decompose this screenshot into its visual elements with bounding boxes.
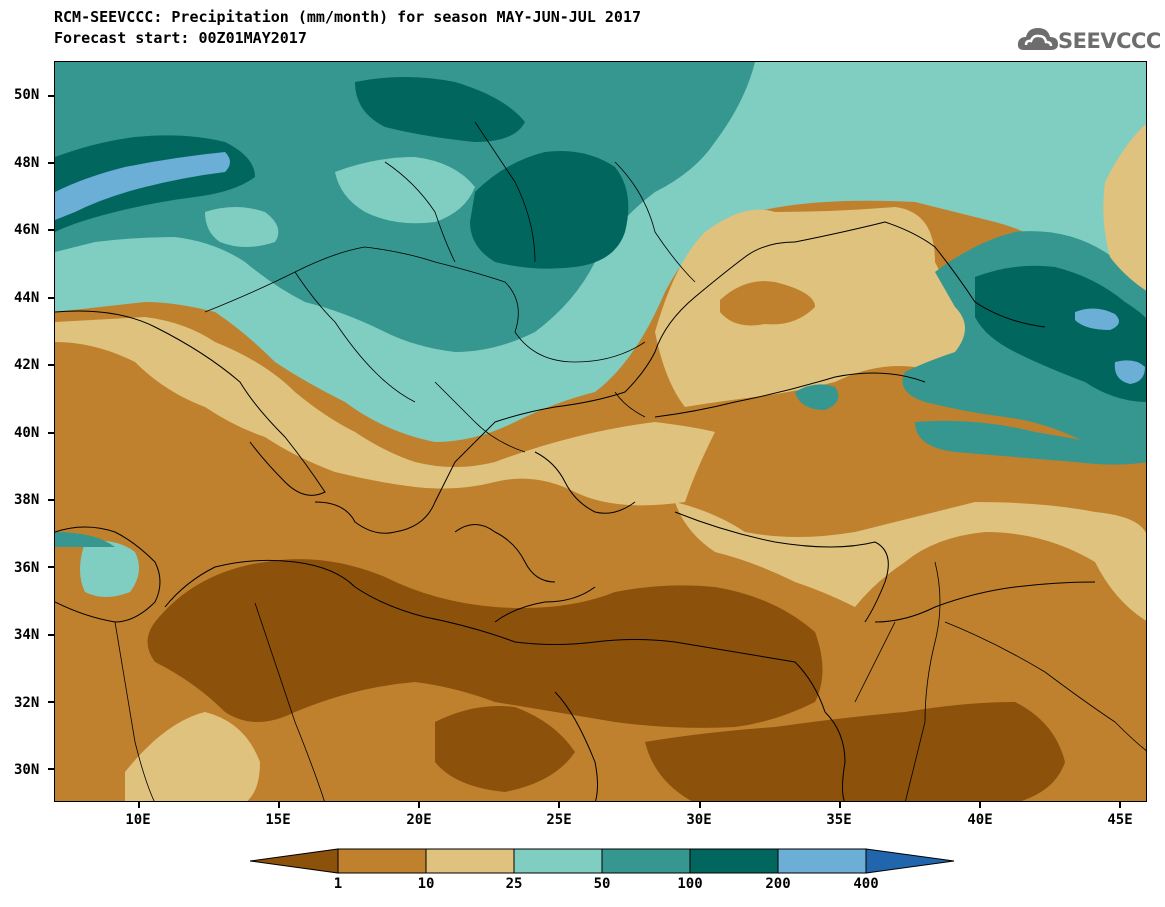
region-lt1-egypt (435, 706, 575, 792)
lat-tick (48, 701, 54, 703)
region-100-200-poland (355, 77, 525, 142)
lat-label-46n: 46N (14, 222, 40, 238)
lon-label-10e: 10E (125, 812, 151, 828)
lon-tick (418, 802, 420, 808)
lat-label-40n: 40N (14, 425, 40, 441)
lon-tick (278, 802, 280, 808)
region-25-50-alps-gap (205, 207, 279, 247)
lon-tick (699, 802, 701, 808)
precipitation-map (54, 61, 1147, 802)
lon-label-15e: 15E (265, 812, 291, 828)
colorbar-label-1: 1 (333, 876, 343, 892)
region-lt1-mediterranean (147, 559, 823, 728)
region-200-400-caucasus-b (1114, 360, 1145, 384)
lat-label-42n: 42N (14, 357, 40, 373)
colorbar-label-10: 10 (417, 876, 435, 892)
lat-tick (48, 364, 54, 366)
region-50-100-turkey (795, 384, 839, 410)
region-50-100-libya (55, 532, 115, 547)
region-200-400-caucasus-a (1075, 308, 1119, 330)
lat-tick (48, 499, 54, 501)
lat-label-32n: 32N (14, 695, 40, 711)
map-canvas (55, 62, 1146, 801)
lon-label-40e: 40E (967, 812, 993, 828)
lat-label-50n: 50N (14, 87, 40, 103)
colorbar-50-100 (601, 848, 691, 874)
lon-label-30e: 30E (686, 812, 712, 828)
lon-tick (839, 802, 841, 808)
colorbar (250, 848, 955, 874)
region-10-25-west (55, 317, 715, 506)
colorbar-25-50 (513, 848, 603, 874)
region-lt1-arabia (645, 702, 1065, 801)
lon-tick (979, 802, 981, 808)
region-1-10-blacksea-blob (720, 281, 815, 326)
colorbar-100-200 (689, 848, 779, 874)
region-10-25-ukraine-east (1103, 123, 1146, 291)
colorbar-lt1 (250, 848, 339, 874)
lat-tick (48, 229, 54, 231)
region-10-25-libya-south (125, 712, 260, 801)
region-25-50-libya (80, 540, 139, 597)
colorbar-label-25: 25 (505, 876, 523, 892)
lat-label-34n: 34N (14, 627, 40, 643)
lon-label-45e: 45E (1107, 812, 1133, 828)
chart-title: RCM-SEEVCCC: Precipitation (mm/month) fo… (54, 8, 641, 26)
region-100-200-carpathians (470, 151, 629, 269)
lat-tick (48, 566, 54, 568)
lon-label-35e: 35E (826, 812, 852, 828)
colorbar-label-50: 50 (593, 876, 611, 892)
lat-label-30n: 30N (14, 762, 40, 778)
colorbar-label-200: 200 (765, 876, 791, 892)
region-200-400-alps (55, 152, 230, 220)
region-100-200-caucasus (975, 265, 1146, 402)
lat-tick (48, 634, 54, 636)
cloud-icon (1017, 28, 1058, 50)
lat-label-36n: 36N (14, 560, 40, 576)
region-50-100-turkey-east (915, 420, 1146, 465)
country-borders (114, 121, 1146, 801)
lat-label-44n: 44N (14, 290, 40, 306)
lon-label-20e: 20E (406, 812, 432, 828)
colorbar-10-25 (425, 848, 515, 874)
region-25-50-hungary (335, 157, 475, 224)
lat-tick (48, 95, 54, 97)
seevccc-logo: SEEVCCC (1016, 20, 1161, 60)
lon-tick (558, 802, 560, 808)
lon-tick (138, 802, 140, 808)
lat-tick (48, 162, 54, 164)
lat-tick (48, 432, 54, 434)
colorbar-label-400: 400 (853, 876, 879, 892)
colorbar-200-400 (777, 848, 867, 874)
colorbar-label-100: 100 (677, 876, 703, 892)
lat-tick (48, 768, 54, 770)
region-10-25-levant (675, 502, 1146, 621)
lon-label-25e: 25E (546, 812, 572, 828)
lat-label-38n: 38N (14, 492, 40, 508)
lat-tick (48, 297, 54, 299)
forecast-start-label: Forecast start: 00Z01MAY2017 (54, 29, 307, 47)
lon-tick (1119, 802, 1121, 808)
colorbar-gt400 (865, 848, 955, 874)
colorbar-1-10 (337, 848, 427, 874)
coastlines (55, 221, 1096, 801)
lat-label-48n: 48N (14, 155, 40, 171)
logo-text: SEEVCCC (1058, 29, 1161, 53)
